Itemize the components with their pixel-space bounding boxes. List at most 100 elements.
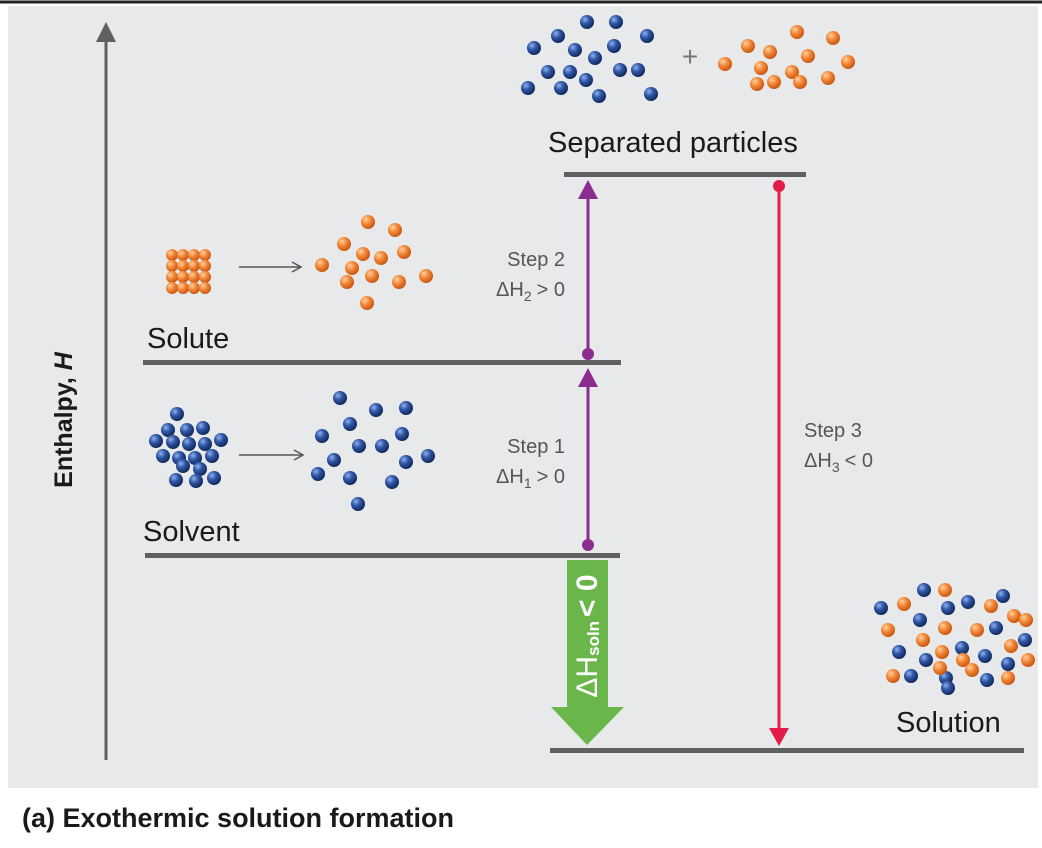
solute-particle bbox=[365, 269, 379, 283]
solute-level-line bbox=[143, 360, 621, 365]
solvent-particle bbox=[996, 589, 1010, 603]
solute-particle bbox=[801, 49, 815, 63]
solute-particle bbox=[718, 57, 732, 71]
solvent-particle bbox=[311, 467, 325, 481]
solute-particle bbox=[984, 599, 998, 613]
solvent-label: Solvent bbox=[143, 516, 240, 548]
solvent-particle bbox=[214, 433, 228, 447]
solvent-particle bbox=[978, 649, 992, 663]
solvent-particle bbox=[352, 439, 366, 453]
solute-particle bbox=[1007, 609, 1021, 623]
solute-particle bbox=[199, 249, 211, 261]
solute-particle bbox=[177, 260, 189, 272]
solvent-particle bbox=[399, 455, 413, 469]
solute-particle bbox=[392, 275, 406, 289]
solute-particle bbox=[750, 77, 764, 91]
solvent-level-line bbox=[145, 553, 620, 558]
solute-particle bbox=[970, 623, 984, 637]
solvent-particle bbox=[343, 417, 357, 431]
solvent-particle bbox=[631, 63, 645, 77]
solvent-particle bbox=[527, 41, 541, 55]
solvent-particle bbox=[189, 474, 203, 488]
solvent-particle bbox=[166, 435, 180, 449]
solvent-particle bbox=[941, 681, 955, 695]
solvent-particle bbox=[874, 601, 888, 615]
diagram-background bbox=[8, 6, 1038, 788]
solvent-particle bbox=[919, 653, 933, 667]
solute-particle bbox=[199, 260, 211, 272]
solute-particle bbox=[767, 75, 781, 89]
solute-particle bbox=[763, 45, 777, 59]
solvent-particle bbox=[180, 423, 194, 437]
axis-label: Enthalpy, H bbox=[50, 351, 78, 488]
solute-particle bbox=[419, 269, 433, 283]
solvent-particle bbox=[607, 39, 621, 53]
solvent-particle bbox=[327, 453, 341, 467]
solute-particle bbox=[1019, 613, 1033, 627]
step2-title: Step 2 bbox=[507, 249, 565, 271]
solute-particle bbox=[741, 39, 755, 53]
solute-particle bbox=[886, 669, 900, 683]
solvent-particle bbox=[580, 15, 594, 29]
solute-particle bbox=[166, 271, 178, 283]
solute-particle bbox=[188, 260, 200, 272]
solvent-particle bbox=[980, 673, 994, 687]
solvent-particle bbox=[315, 429, 329, 443]
solute-particle bbox=[374, 251, 388, 265]
separated-level-line bbox=[564, 172, 806, 177]
solvent-particle bbox=[205, 449, 219, 463]
solute-particle bbox=[754, 61, 768, 75]
solvent-particle bbox=[343, 471, 357, 485]
solvent-particle bbox=[551, 29, 565, 43]
solvent-particle bbox=[592, 89, 606, 103]
solution-label: Solution bbox=[896, 707, 1001, 739]
solute-particle bbox=[841, 55, 855, 69]
solute-particle bbox=[315, 258, 329, 272]
solvent-particle bbox=[198, 437, 212, 451]
solute-particle bbox=[177, 249, 189, 261]
solvent-particle bbox=[563, 65, 577, 79]
solute-particle bbox=[1001, 671, 1015, 685]
solvent-particle bbox=[421, 449, 435, 463]
solvent-particle bbox=[351, 497, 365, 511]
figure-caption: (a) Exothermic solution formation bbox=[22, 803, 454, 834]
step1-title: Step 1 bbox=[507, 436, 565, 458]
solute-particle bbox=[933, 661, 947, 675]
solute-particle bbox=[821, 71, 835, 85]
plus-sign: + bbox=[682, 41, 698, 72]
solute-particle bbox=[177, 282, 189, 294]
solute-particle bbox=[388, 223, 402, 237]
solvent-particle bbox=[961, 595, 975, 609]
solvent-particle bbox=[161, 423, 175, 437]
solvent-particle bbox=[941, 601, 955, 615]
solute-particle bbox=[935, 645, 949, 659]
solvent-particle bbox=[913, 613, 927, 627]
solute-particle bbox=[340, 275, 354, 289]
solute-particle bbox=[790, 25, 804, 39]
solvent-particle bbox=[207, 471, 221, 485]
solvent-particle bbox=[369, 403, 383, 417]
solute-particle bbox=[1004, 639, 1018, 653]
solvent-particle bbox=[385, 475, 399, 489]
solvent-particle bbox=[579, 73, 593, 87]
solvent-particle bbox=[955, 641, 969, 655]
solute-particle bbox=[938, 583, 952, 597]
solute-particle bbox=[199, 282, 211, 294]
solute-particle bbox=[188, 249, 200, 261]
solvent-particle bbox=[554, 81, 568, 95]
solute-particle bbox=[166, 249, 178, 261]
solute-particle bbox=[826, 31, 840, 45]
solvent-particle bbox=[156, 449, 170, 463]
solvent-particle bbox=[917, 583, 931, 597]
solute-particle bbox=[1021, 653, 1035, 667]
solvent-particle bbox=[1018, 633, 1032, 647]
solvent-particle bbox=[989, 621, 1003, 635]
solvent-particle bbox=[149, 434, 163, 448]
step3-title: Step 3 bbox=[804, 420, 862, 442]
solute-particle bbox=[199, 271, 211, 283]
solvent-particle bbox=[333, 391, 347, 405]
solvent-particle bbox=[399, 401, 413, 415]
solute-particle bbox=[916, 633, 930, 647]
solvent-particle bbox=[176, 459, 190, 473]
solvent-particle bbox=[521, 81, 535, 95]
